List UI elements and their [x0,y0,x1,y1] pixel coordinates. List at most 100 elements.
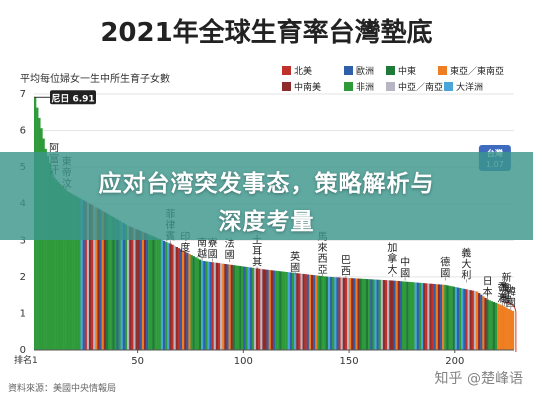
bar [150,235,153,350]
bar [213,262,217,350]
bar [112,217,115,350]
country-label: 大 [461,257,471,270]
bar [395,280,398,350]
bar [226,264,229,350]
bar [114,218,117,350]
bar [289,272,293,350]
bar [154,237,157,350]
bar [368,279,371,350]
banner-line-2: 深度考量 [218,209,315,235]
bar [270,270,274,350]
bar [456,287,460,350]
bar [127,225,130,350]
bar [317,275,320,350]
source-note: 資料來源：美國中央情報局 [8,384,117,394]
bar [423,283,426,350]
bar [156,238,159,350]
y-tick-label: 0 [20,345,26,356]
bar [165,241,168,350]
bar [509,310,513,350]
bar [452,286,455,350]
bar [122,223,126,350]
bar [173,245,176,350]
bar [300,273,303,350]
bar [471,290,475,350]
bar [482,296,485,350]
bar [406,281,409,350]
y-tick-label: 7 [20,89,26,100]
bar [497,303,500,350]
bar [382,280,386,350]
country-label: 國 [506,297,516,309]
legend-item: 中南美 [282,80,321,93]
bar [108,214,111,350]
bar [266,269,269,350]
bar [304,274,307,350]
bar [186,252,189,350]
bar [323,276,327,350]
highlight-outline [503,301,517,352]
bar [84,201,88,350]
legend-label: 非洲 [356,83,375,93]
bar [325,276,329,350]
bar [480,294,483,350]
country-label: 坡 [502,293,512,306]
country-label: 巴 [341,255,351,267]
bar [503,306,506,350]
bar [220,263,223,350]
bar [63,188,66,350]
bar [198,259,202,350]
bar [118,220,121,350]
bar [336,277,339,350]
bar [99,209,102,350]
bar [78,197,81,350]
x-tick-label: 200 [445,356,464,367]
bar [80,199,83,350]
bar [262,269,265,350]
x-tick-label: 排名1 [14,354,38,366]
bar [146,233,149,350]
bar [143,232,147,350]
bar [141,231,145,350]
x-tick-label: 100 [234,356,253,367]
bar [245,266,248,350]
bar [188,253,191,350]
x-tick-label: 150 [340,356,359,367]
legend-item: 非洲 [344,80,374,93]
legend-item: 中亞／南亞 [386,80,443,93]
bar [139,231,143,350]
bar [129,226,132,350]
bar [222,263,225,350]
country-label: 國 [225,249,235,261]
legend-label: 中南美 [294,83,322,93]
x-tick-label: 50 [131,356,144,367]
bar [57,181,60,350]
bar [431,283,434,350]
bar [287,272,291,350]
legend-label: 中東 [398,67,417,77]
bar [192,256,195,350]
top-callout-label: 尼日 6.91 [51,93,94,104]
bar [448,285,451,350]
legend-item: 歐洲 [344,64,374,77]
bar [207,261,210,350]
bar [44,148,47,350]
legend-swatch [438,66,447,75]
bar [475,291,479,350]
bar [281,271,284,350]
legend-swatch [386,66,395,75]
banner-line-1: 应对台湾突发事态，策略解析与 [98,171,435,197]
bar [353,278,356,350]
bar [95,207,98,350]
bar [446,285,449,350]
bar [160,239,164,350]
country-label: 越 [197,247,207,260]
bar [55,179,58,350]
bar [46,155,50,350]
bar [86,202,90,350]
bar [217,263,221,350]
bar [473,291,477,350]
bar [243,266,246,350]
bar [264,269,267,350]
country-label: 拿 [387,252,397,265]
